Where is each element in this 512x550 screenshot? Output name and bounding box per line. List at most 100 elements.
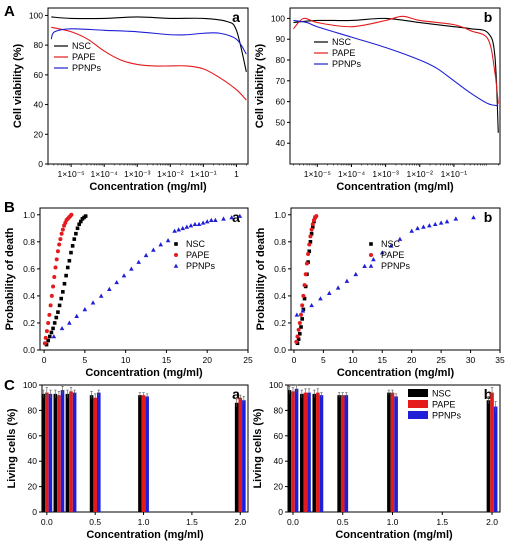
data-point-ppnps xyxy=(107,286,112,291)
x-tick-label: 1 xyxy=(234,169,239,179)
data-point-pape xyxy=(51,284,56,289)
data-point-ppnps xyxy=(229,215,234,220)
legend-label: NSC xyxy=(332,37,352,47)
x-tick-label: 0.5 xyxy=(337,517,349,527)
x-tick-label: 1×10⁻⁵ xyxy=(304,169,331,179)
y-axis-label: Probability of death xyxy=(255,227,267,330)
data-point-pape xyxy=(52,274,57,279)
x-tick-label: 2.0 xyxy=(486,517,498,527)
data-point-ppnps xyxy=(309,302,314,308)
panel-sublabel: b xyxy=(484,386,493,402)
panel-label-A: A xyxy=(4,3,15,20)
x-tick-label: 20 xyxy=(202,355,212,365)
data-point-nsc xyxy=(77,222,81,227)
data-point-nsc xyxy=(57,303,62,308)
y-tick-label: 60 xyxy=(34,70,44,80)
bar-pape xyxy=(141,395,146,512)
data-point-ppnps xyxy=(74,313,80,318)
data-point-ppnps xyxy=(421,224,426,229)
data-point-pape xyxy=(299,312,304,317)
data-point-nsc xyxy=(56,310,60,314)
x-axis-label: Concentration (mg/ml) xyxy=(337,367,455,379)
y-tick-label: 20 xyxy=(34,129,44,139)
x-tick-label: 1.0 xyxy=(387,517,399,527)
data-point-nsc xyxy=(52,321,57,325)
bar-nsc xyxy=(337,395,341,512)
legend-label: PAPE xyxy=(186,250,209,260)
data-point-pape xyxy=(49,293,54,298)
panel-label-C: C xyxy=(4,377,15,394)
data-point-nsc xyxy=(72,237,77,241)
x-tick-label: 1×10⁻⁵ xyxy=(58,169,85,179)
data-point-ppnps xyxy=(136,259,141,264)
data-point-ppnps xyxy=(59,325,65,331)
x-tick-label: 5 xyxy=(82,355,87,365)
panel-label-B: B xyxy=(4,199,15,216)
data-point-pape xyxy=(303,272,308,277)
data-point-ppnps xyxy=(192,221,198,227)
data-point-ppnps xyxy=(371,256,376,262)
y-tick-label: 40 xyxy=(28,456,38,466)
legend-label: PAPE xyxy=(381,250,404,260)
legend-marker xyxy=(174,253,178,257)
data-point-nsc xyxy=(299,325,303,329)
series-line-nsc xyxy=(51,16,247,73)
legend-label: PAPE xyxy=(432,400,455,410)
data-point-ppnps xyxy=(294,312,300,317)
bar-pape xyxy=(57,395,61,512)
bar-nsc xyxy=(53,393,58,512)
data-point-nsc xyxy=(62,281,67,286)
y-tick-label: 50 xyxy=(276,117,286,127)
data-point-nsc xyxy=(310,225,315,229)
data-point-pape xyxy=(300,303,305,308)
legend-swatch xyxy=(408,400,428,408)
data-point-nsc xyxy=(75,226,80,231)
data-point-pape xyxy=(314,214,319,219)
bar-pape xyxy=(238,397,243,512)
data-point-pape xyxy=(310,222,315,227)
data-point-nsc xyxy=(302,296,307,301)
data-point-nsc xyxy=(300,317,304,321)
data-point-ppnps xyxy=(427,223,432,228)
x-axis-label: Concentration (mg/ml) xyxy=(85,367,203,379)
data-point-nsc xyxy=(307,249,312,254)
y-tick-label: 80 xyxy=(34,40,44,50)
y-tick-label: 100 xyxy=(23,380,37,390)
data-point-ppnps xyxy=(82,307,88,312)
series-line-ppnps xyxy=(50,28,247,55)
data-point-ppnps xyxy=(180,225,186,231)
y-tick-label: 90 xyxy=(276,34,286,44)
x-tick-label: 1.5 xyxy=(436,517,448,527)
bar-nsc xyxy=(138,395,142,512)
y-tick-label: 40 xyxy=(34,100,44,110)
data-point-nsc xyxy=(78,219,83,224)
data-point-ppnps xyxy=(51,334,57,339)
y-tick-label: 80 xyxy=(276,55,286,65)
x-tick-label: 15 xyxy=(378,355,388,365)
data-point-nsc xyxy=(46,338,50,343)
y-tick-label: 0.4 xyxy=(23,291,35,301)
data-point-pape xyxy=(55,249,60,254)
x-tick-label: 15 xyxy=(162,355,172,365)
x-tick-label: 1×10⁻¹ xyxy=(441,169,468,179)
y-tick-label: 40 xyxy=(274,456,284,466)
x-tick-label: 1×10⁻⁴ xyxy=(91,169,119,179)
bar-ppnps xyxy=(307,392,311,512)
panel-sublabel: b xyxy=(484,9,493,25)
panel-sublabel: b xyxy=(484,209,493,225)
data-point-pape xyxy=(59,231,64,236)
x-tick-label: 35 xyxy=(495,355,505,365)
bar-pape xyxy=(291,391,295,512)
bar-nsc xyxy=(41,393,46,512)
plot-frame xyxy=(47,7,249,165)
bar-ppnps xyxy=(394,396,398,512)
bar-nsc xyxy=(65,393,70,512)
legend-marker xyxy=(368,263,374,268)
data-point-pape xyxy=(294,339,299,344)
data-point-ppnps xyxy=(471,215,476,220)
data-point-ppnps xyxy=(318,296,323,301)
bar-pape xyxy=(45,392,49,512)
data-point-ppnps xyxy=(114,279,119,285)
legend-label: PPNPs xyxy=(432,411,462,421)
data-point-pape xyxy=(48,303,53,308)
